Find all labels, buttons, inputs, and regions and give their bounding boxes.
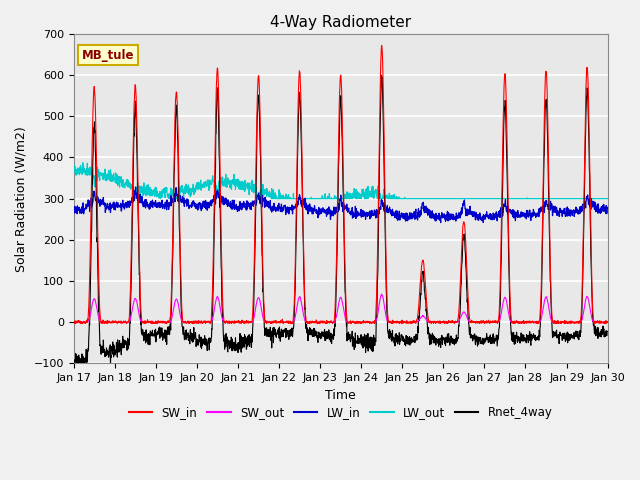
Text: MB_tule: MB_tule: [82, 49, 134, 62]
X-axis label: Time: Time: [325, 389, 356, 402]
Title: 4-Way Radiometer: 4-Way Radiometer: [270, 15, 412, 30]
Legend: SW_in, SW_out, LW_in, LW_out, Rnet_4way: SW_in, SW_out, LW_in, LW_out, Rnet_4way: [124, 401, 557, 423]
Y-axis label: Solar Radiation (W/m2): Solar Radiation (W/m2): [15, 126, 28, 272]
